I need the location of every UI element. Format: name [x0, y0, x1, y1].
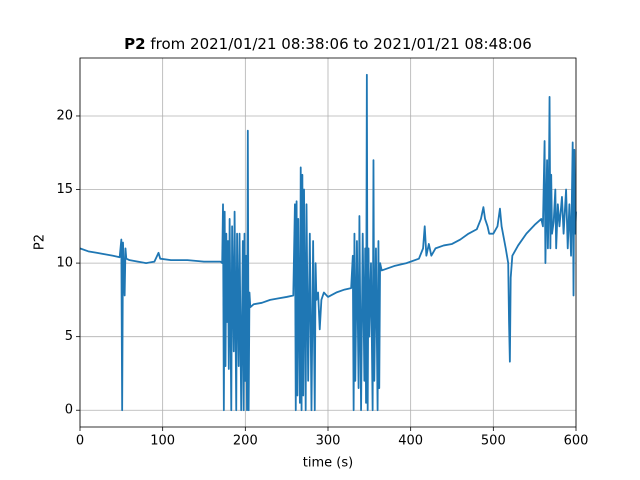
y-tick-label: 0: [65, 403, 73, 418]
y-axis-label: P2: [33, 234, 48, 250]
chart-title: P2 from 2021/01/21 08:38:06 to 2021/01/2…: [124, 35, 532, 53]
y-tick-label: 5: [65, 329, 73, 344]
x-axis-label: time (s): [303, 456, 353, 471]
x-tick-label: 0: [76, 434, 84, 449]
title-bold: P2: [124, 35, 145, 53]
plot-frame: [79, 57, 577, 428]
y-tick-label: 20: [56, 108, 73, 123]
y-tick-label: 15: [56, 182, 73, 197]
x-tick-label: 300: [316, 434, 341, 449]
title-rest: from 2021/01/21 08:38:06 to 2021/01/21 0…: [150, 35, 531, 53]
data-line: [79, 73, 577, 412]
x-tick-label: 400: [398, 434, 423, 449]
x-tick-label: 500: [481, 434, 506, 449]
y-tick-label: 10: [56, 256, 73, 271]
x-tick-label: 600: [564, 434, 589, 449]
x-tick-label: 100: [150, 434, 175, 449]
x-tick-label: 200: [233, 434, 258, 449]
